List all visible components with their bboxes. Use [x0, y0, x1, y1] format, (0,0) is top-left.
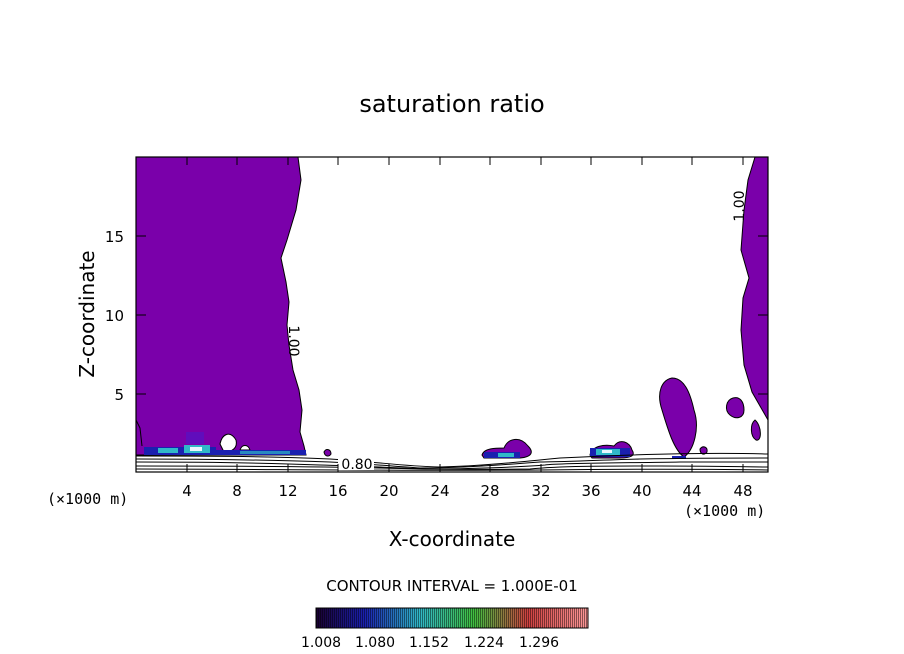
y-tick-label: 10 — [105, 307, 124, 325]
contour-interval: CONTOUR INTERVAL = 1.000E-01 — [326, 577, 577, 595]
y-tick-labels: 5 10 15 — [105, 228, 124, 404]
colorbar-label: 1.224 — [464, 635, 504, 651]
x-tick-label: 36 — [581, 482, 600, 500]
x-tick-label: 16 — [328, 482, 347, 500]
tick-marks — [136, 157, 768, 472]
y-axis-title: Z-coordinate — [75, 250, 99, 377]
high-ratio-patches — [144, 432, 686, 459]
x-tick-label: 4 — [182, 482, 192, 500]
contour-fill — [136, 157, 768, 459]
colorbar-label: 1.008 — [301, 635, 341, 651]
x-tick-label: 12 — [278, 482, 297, 500]
x-tick-labels: 4 8 12 16 20 24 28 32 36 40 44 48 — [182, 482, 752, 500]
supersat-blob-small-1 — [323, 449, 332, 457]
x-tick-label: 40 — [632, 482, 651, 500]
colorbar-label: 1.152 — [409, 635, 449, 651]
supersat-blob-small-2 — [699, 446, 708, 455]
colorbar-labels: 1.008 1.080 1.152 1.224 1.296 — [301, 635, 559, 651]
contour-label-bottom: 0.80 — [341, 457, 372, 473]
contour-label-right: 1.00 — [732, 190, 748, 221]
x-tick-label: 44 — [682, 482, 701, 500]
x-tick-label: 28 — [480, 482, 499, 500]
chart-title: saturation ratio — [359, 90, 544, 118]
contour-label-left: 1.00 — [285, 325, 301, 356]
z-unit-label: (×1000 m) — [47, 490, 128, 508]
x-tick-label: 20 — [379, 482, 398, 500]
x-tick-label: 24 — [430, 482, 449, 500]
supersat-region-right — [740, 157, 768, 422]
colorbar-label: 1.296 — [519, 635, 559, 651]
supersat-region-40km — [659, 377, 697, 458]
supersat-region-48km — [750, 419, 761, 441]
x-axis-title: X-coordinate — [389, 527, 516, 551]
x-unit-label: (×1000 m) — [684, 502, 765, 520]
subsat-hole-2 — [239, 445, 251, 451]
x-tick-label: 48 — [733, 482, 752, 500]
subsat-hole-1 — [219, 433, 237, 453]
y-tick-label: 15 — [105, 228, 124, 246]
colorbar — [315, 607, 589, 629]
y-tick-label: 5 — [114, 386, 124, 404]
colorbar-label: 1.080 — [355, 635, 395, 651]
supersat-region-46km — [725, 397, 745, 419]
x-tick-label: 32 — [531, 482, 550, 500]
x-tick-label: 8 — [232, 482, 242, 500]
supersat-region-left — [136, 157, 307, 456]
